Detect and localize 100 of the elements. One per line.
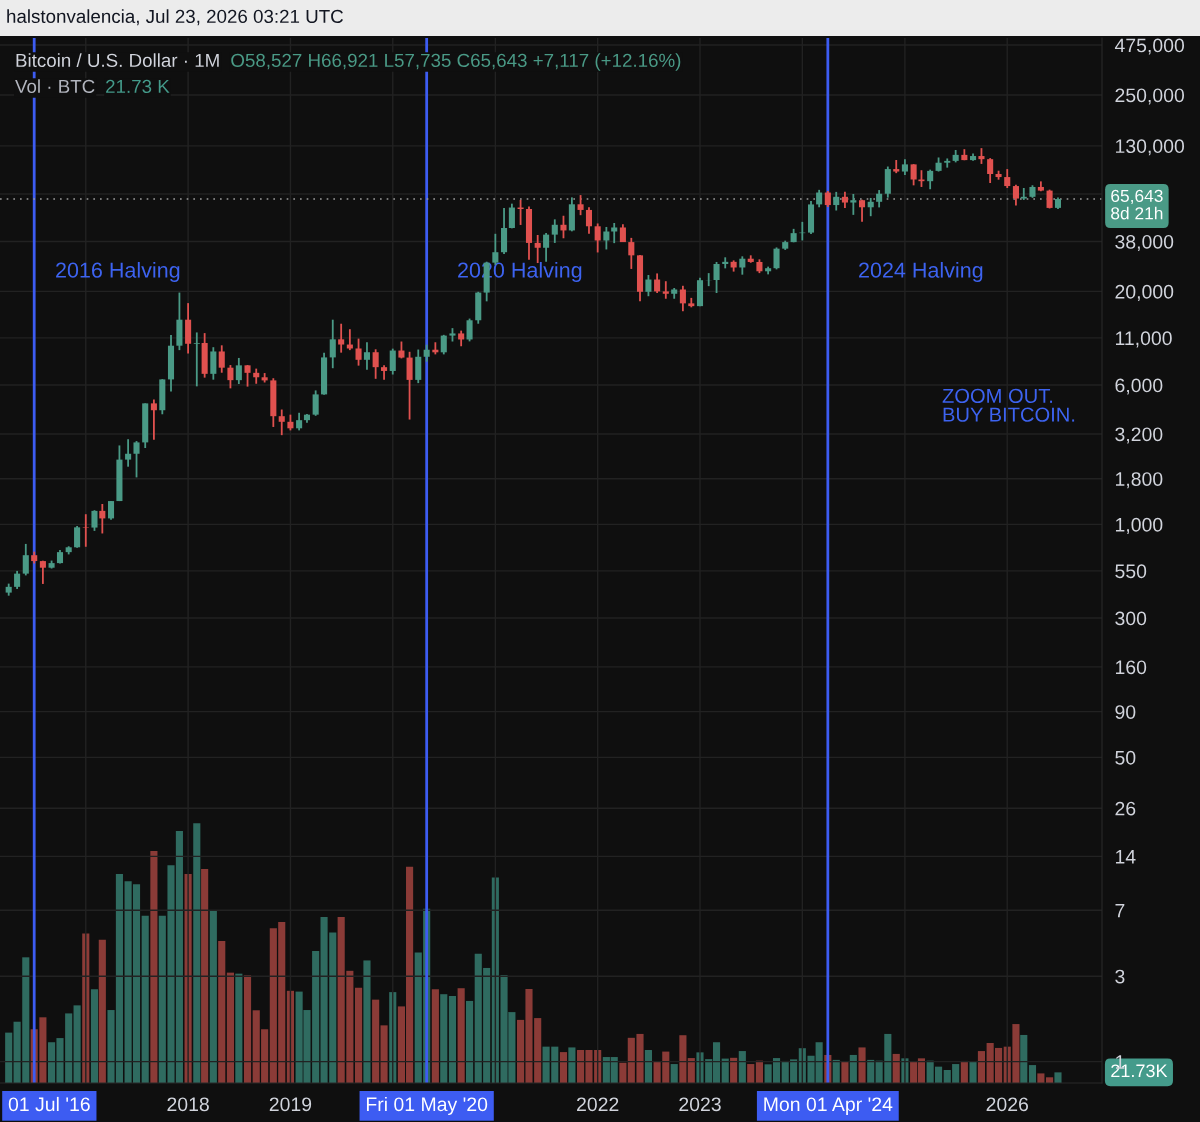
- candlestick: [389, 347, 396, 376]
- y-tick-label: 130,000: [1115, 139, 1185, 156]
- candlestick: [440, 333, 447, 356]
- y-tick-label: 90: [1115, 705, 1136, 719]
- candlestick: [543, 232, 550, 263]
- candlestick: [99, 503, 106, 535]
- candlestick: [22, 543, 29, 577]
- bar: [98, 939, 106, 1083]
- candlestick: [406, 350, 413, 421]
- candlestick: [329, 318, 336, 370]
- y-tick-label: 475,000: [1114, 38, 1185, 55]
- candlestick: [235, 357, 242, 385]
- bar: [858, 1047, 866, 1083]
- bar: [1037, 1073, 1045, 1083]
- bar: [193, 823, 201, 1083]
- bar: [466, 1000, 474, 1083]
- bar: [440, 994, 448, 1083]
- candlestick: [662, 280, 669, 300]
- y-tick-label: 300: [1115, 611, 1147, 626]
- y-tick-label: 3: [1115, 969, 1125, 984]
- candlestick: [74, 525, 81, 549]
- ref-line-label: Mon 01 Apr '24: [764, 1097, 893, 1116]
- y-tick-label: 7: [1115, 903, 1125, 918]
- candlestick: [585, 206, 593, 235]
- text: O58,527 H66,921 L57,735 C65,643 +7,117 (+12.16%): [231, 53, 681, 71]
- candlestick: [1020, 187, 1027, 201]
- bar: [73, 1005, 81, 1083]
- bar: [738, 1051, 746, 1083]
- bar: [431, 989, 439, 1083]
- candlestick: [125, 438, 132, 468]
- bar: [363, 960, 371, 1083]
- candlestick: [338, 322, 345, 354]
- candlestick: [654, 272, 661, 294]
- annotation: ZOOM OUT. BUY BITCOIN.: [942, 388, 1075, 422]
- bar: [448, 996, 457, 1083]
- candlestick: [850, 193, 857, 216]
- x-tick-label: 2022: [577, 1097, 619, 1112]
- y-tick-label: 250,000: [1115, 88, 1185, 105]
- bar: [747, 1064, 755, 1083]
- y-tick-label: 3,200: [1115, 427, 1163, 444]
- y-tick-label: 1,000: [1115, 517, 1163, 534]
- candlestick: [577, 194, 584, 217]
- y-tick-label: 26: [1115, 801, 1136, 816]
- bar: [243, 975, 252, 1083]
- bar: [841, 1061, 849, 1083]
- candlestick: [14, 569, 21, 590]
- candlestick: [713, 261, 720, 294]
- y-tick-label: 550: [1115, 564, 1147, 579]
- annotation: 21.73 K: [106, 79, 170, 94]
- bar: [969, 1061, 977, 1083]
- candlestick: [415, 348, 422, 385]
- candlestick: [278, 408, 285, 437]
- candlestick: [193, 331, 200, 388]
- bar: [679, 1035, 687, 1083]
- candlestick: [133, 440, 140, 479]
- candlestick: [927, 168, 934, 191]
- candlestick: [1004, 168, 1011, 189]
- candlestick: [150, 398, 157, 441]
- candlestick: [218, 344, 225, 374]
- bar: [209, 911, 217, 1083]
- candlestick: [722, 256, 729, 270]
- candlestick: [773, 246, 780, 271]
- candlestick: [611, 222, 618, 245]
- candlestick: [560, 214, 567, 240]
- candlestick: [551, 218, 558, 244]
- bar: [687, 1058, 695, 1083]
- text: halstonvalencia, Jul 23, 2026 03:21 UTC: [7, 9, 343, 26]
- annotation: 2016 Halving: [56, 261, 180, 283]
- bar: [1054, 1072, 1062, 1083]
- candlestick: [508, 202, 515, 230]
- y-tick-label: 160: [1115, 660, 1147, 675]
- x-tick-label: 2018: [167, 1097, 209, 1112]
- candlestick: [466, 317, 473, 343]
- bar: [849, 1054, 857, 1083]
- candlestick: [645, 274, 652, 298]
- bar: [1020, 1034, 1028, 1083]
- y-tick-label: 38,000: [1115, 234, 1174, 252]
- candlestick: [363, 341, 370, 371]
- bar: [619, 1062, 627, 1083]
- candlestick: [227, 364, 234, 390]
- bar: [201, 869, 209, 1083]
- ref-line-label: 01 Jul '16: [8, 1096, 90, 1112]
- candlestick: [372, 348, 379, 380]
- candlestick: [867, 197, 874, 218]
- y-tick-label: 20,000: [1115, 284, 1174, 301]
- bar: [90, 989, 99, 1083]
- bar: [892, 1053, 900, 1083]
- candlestick: [944, 157, 951, 169]
- candlestick: [679, 284, 686, 313]
- x-tick-label: 2019: [269, 1097, 312, 1112]
- x-tick-label: 2023: [679, 1097, 721, 1112]
- bar: [559, 1052, 568, 1083]
- ref-line-label: 65,643 8d 21h: [1111, 189, 1163, 220]
- candlestick: [210, 346, 217, 381]
- y-tick-label: 6,000: [1115, 378, 1163, 395]
- candlestick: [107, 500, 115, 521]
- y-tick-label: 50: [1115, 750, 1136, 765]
- candlestick: [312, 389, 319, 417]
- candlestick: [1012, 183, 1019, 207]
- candlestick: [910, 163, 917, 187]
